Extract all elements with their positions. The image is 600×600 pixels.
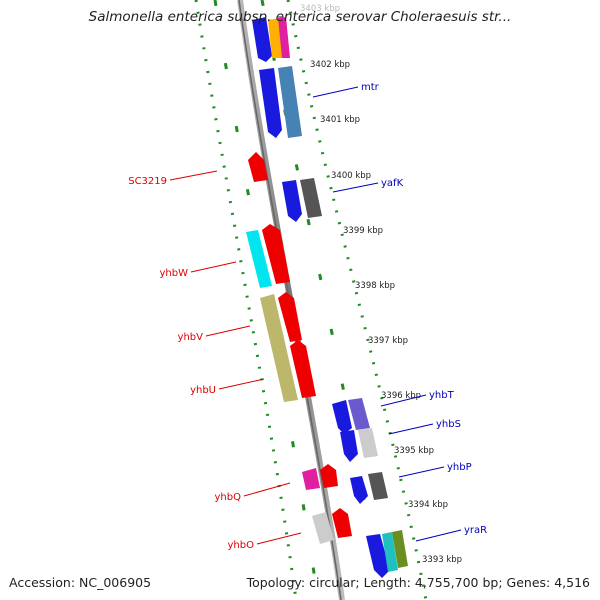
gene-label-yhbu[interactable]: yhbU [190,385,216,396]
gene-label-yrar[interactable]: yraR [464,525,487,536]
leader-line [312,86,359,98]
kbp-label: 3400 kbp [331,171,371,181]
gene-block[interactable] [300,178,322,218]
map-title: Salmonella enterica subsp. enterica sero… [88,9,512,25]
kbp-label: 3398 kbp [355,281,395,291]
gene-label-yafk[interactable]: yafK [381,178,404,189]
leader-line [243,482,291,497]
kbp-label: 3401 kbp [320,115,360,125]
gene-label-sc3219[interactable]: SC3219 [128,176,167,187]
leader-line [256,532,302,545]
gene-block[interactable] [312,512,334,544]
gene-block[interactable] [290,340,316,398]
right-strand-genes [252,17,408,578]
kbp-label: 3395 kbp [394,446,434,456]
leader-line [169,170,218,181]
gene-block[interactable] [302,468,320,490]
right-dotted-guide [286,0,428,600]
gene-block[interactable] [282,180,302,222]
gene-block[interactable] [382,532,398,572]
kbp-label: 3397 kbp [368,336,408,346]
gene-block[interactable] [358,428,378,458]
gene-block[interactable] [252,17,272,62]
gene-block[interactable] [332,508,352,538]
leader-line [332,182,379,193]
kbp-label: 3394 kbp [408,500,448,510]
gene-block[interactable] [340,430,358,462]
gene-label-yhbq[interactable]: yhbQ [215,492,242,503]
leader-line [190,261,237,273]
gene-label-yhbp[interactable]: yhbP [447,462,472,473]
left-strand-genes [246,152,352,544]
gene-block[interactable] [260,294,298,402]
gene-label-yhbt[interactable]: yhbT [429,390,455,401]
leader-line [218,378,265,390]
gene-label-yhbs[interactable]: yhbS [436,419,461,430]
gene-block[interactable] [350,476,368,504]
kbp-label: 3402 kbp [310,60,350,70]
leader-line [205,325,251,337]
leader-line [380,394,427,407]
kbp-label: 3393 kbp [422,555,462,565]
gene-block[interactable] [259,68,282,138]
gene-block[interactable] [248,152,268,182]
gene-label-yhbo[interactable]: yhbO [228,540,255,551]
genome-summary: Topology: circular; Length: 4,755,700 bp… [246,575,590,590]
right-gene-labels: mtr yafK yhbT yhbS yhbP yraR [312,82,487,542]
gene-block[interactable] [332,400,352,434]
gene-block[interactable] [368,472,388,500]
gene-label-mtr[interactable]: mtr [361,82,380,93]
kbp-label: 3403 kbp [300,4,340,14]
gene-block[interactable] [348,398,370,430]
kbp-label: 3396 kbp [381,391,421,401]
gene-block[interactable] [278,292,302,342]
kbp-label: 3399 kbp [343,226,383,236]
leader-line [388,423,434,435]
gene-block[interactable] [246,230,272,288]
gene-label-yhbw[interactable]: yhbW [160,268,189,279]
gene-label-yhbv[interactable]: yhbV [178,332,204,343]
accession-label: Accession: NC_006905 [9,575,152,590]
gene-block[interactable] [320,464,338,488]
kbp-labels: 3403 kbp 3402 kbp 3401 kbp 3400 kbp 3399… [300,4,462,565]
gene-block[interactable] [392,530,408,568]
left-gene-labels: SC3219 yhbW yhbV yhbU yhbQ yhbO [128,170,302,551]
leader-line [415,529,462,542]
gene-block[interactable] [262,224,290,284]
gene-block[interactable] [278,66,302,138]
leader-line [398,466,445,478]
gene-block[interactable] [366,534,390,578]
left-dotted-guide [194,0,298,600]
gene-block[interactable] [278,17,290,58]
